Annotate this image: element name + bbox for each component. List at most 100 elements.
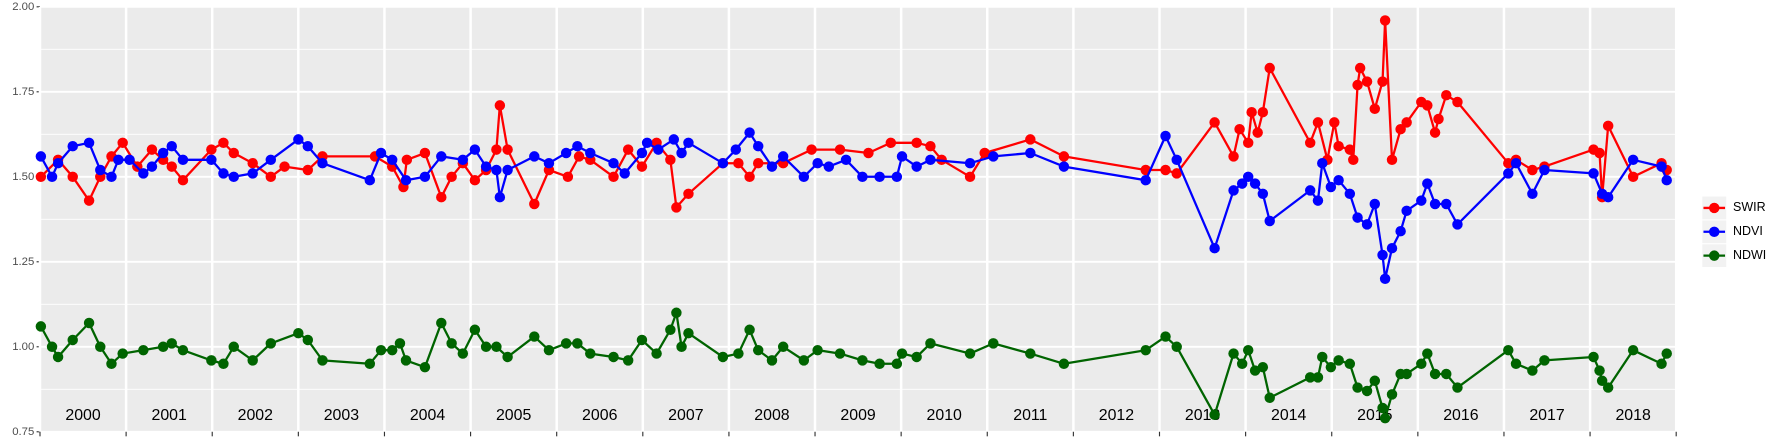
point xyxy=(113,154,124,166)
point xyxy=(1379,15,1391,26)
point xyxy=(1627,171,1639,183)
point xyxy=(676,341,687,353)
point xyxy=(83,137,95,149)
point xyxy=(166,338,177,349)
point xyxy=(1395,225,1406,237)
point xyxy=(1234,123,1245,135)
point xyxy=(979,147,990,159)
point xyxy=(529,198,540,210)
point xyxy=(375,147,387,159)
point xyxy=(1369,198,1381,210)
point xyxy=(1348,154,1359,166)
point xyxy=(1510,157,1522,169)
year-label: 2001 xyxy=(151,407,187,424)
point xyxy=(608,351,619,363)
point xyxy=(1333,355,1344,366)
point xyxy=(1422,100,1433,111)
point xyxy=(834,144,846,155)
point xyxy=(1386,242,1398,254)
point xyxy=(857,171,868,183)
point xyxy=(1416,358,1427,370)
point xyxy=(1401,117,1412,128)
year-label: 2009 xyxy=(840,407,876,424)
point xyxy=(752,157,764,169)
year-label: 2007 xyxy=(668,407,704,424)
point xyxy=(717,351,729,363)
point xyxy=(1369,103,1381,115)
y-tick-label: 0.75 xyxy=(12,426,34,438)
point xyxy=(1160,164,1171,176)
point xyxy=(375,344,387,356)
y-tick-label: 1.25 xyxy=(12,256,34,268)
year-label: 2012 xyxy=(1099,407,1135,424)
point xyxy=(1325,361,1337,373)
point xyxy=(1333,140,1344,152)
point xyxy=(419,147,431,159)
point xyxy=(1594,147,1605,159)
point xyxy=(585,147,596,159)
point xyxy=(622,144,634,155)
point xyxy=(572,338,583,349)
point xyxy=(964,171,976,183)
point xyxy=(46,171,58,183)
point xyxy=(1344,358,1356,370)
point xyxy=(1312,195,1324,206)
point xyxy=(1588,168,1599,179)
point xyxy=(106,171,117,183)
point xyxy=(752,140,764,152)
point xyxy=(812,344,823,356)
point xyxy=(494,100,506,111)
point xyxy=(766,355,778,366)
point xyxy=(228,341,239,353)
point xyxy=(446,171,457,183)
year-label: 2005 xyxy=(496,407,532,424)
point xyxy=(1160,130,1171,142)
point xyxy=(834,348,846,359)
year-label: 2003 xyxy=(324,407,360,424)
point xyxy=(1264,392,1275,404)
point xyxy=(1171,168,1182,179)
point xyxy=(436,317,447,329)
point xyxy=(798,355,810,366)
point xyxy=(896,348,908,359)
point xyxy=(480,161,492,172)
point xyxy=(608,157,619,169)
point xyxy=(1627,154,1639,166)
point xyxy=(891,171,903,183)
point xyxy=(1160,331,1171,342)
point xyxy=(401,154,413,166)
point xyxy=(1596,375,1608,387)
y-tick-label: 1.75 xyxy=(12,86,34,98)
point xyxy=(1352,212,1363,223)
year-label: 2000 xyxy=(65,407,101,424)
point xyxy=(1539,164,1550,176)
point xyxy=(1441,89,1452,101)
point xyxy=(562,171,574,183)
point xyxy=(364,358,376,370)
point xyxy=(1429,198,1441,210)
point xyxy=(436,151,447,162)
point xyxy=(683,137,694,149)
point xyxy=(744,324,755,336)
point xyxy=(683,188,694,200)
point xyxy=(1209,242,1220,254)
point xyxy=(1312,117,1324,128)
point xyxy=(911,137,922,149)
point xyxy=(529,331,540,342)
point xyxy=(1602,382,1614,393)
point xyxy=(166,161,177,172)
point xyxy=(622,355,634,366)
point xyxy=(293,134,304,145)
point xyxy=(641,137,653,149)
point xyxy=(752,344,764,356)
point xyxy=(1058,151,1070,162)
point xyxy=(1594,365,1605,376)
point xyxy=(1058,358,1070,370)
point xyxy=(117,137,128,149)
point xyxy=(891,358,903,370)
point xyxy=(469,174,481,186)
point xyxy=(95,164,106,176)
point xyxy=(469,324,481,336)
point xyxy=(925,154,936,166)
